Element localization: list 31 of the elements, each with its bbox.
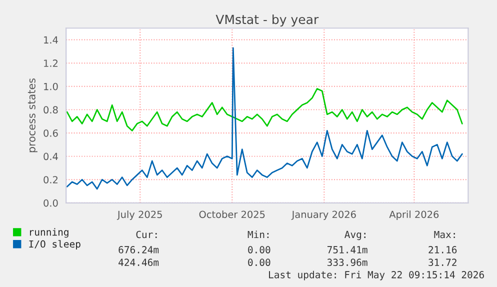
line-series <box>66 88 463 132</box>
text: 333.96m <box>327 258 368 266</box>
text: 0.00 <box>248 258 270 266</box>
legend-label: running <box>30 228 68 238</box>
text: 0.00 <box>248 246 270 254</box>
text: Last update: Fri May 22 09:15:14 2026 <box>269 270 484 280</box>
y-tick-label: 0.4 <box>44 152 58 160</box>
text: Max: <box>434 230 455 238</box>
text: Min: <box>248 230 269 238</box>
text: 424.46m <box>118 258 159 266</box>
text: 31.72 <box>428 258 456 266</box>
x-tick-label: April 2026 <box>389 210 439 220</box>
text: 676.24m <box>118 246 159 254</box>
y-tick-label: 0.6 <box>44 129 58 137</box>
y-tick-label: 0.2 <box>44 176 58 184</box>
y-tick-label: 1.2 <box>44 60 58 67</box>
y-tick-label: 0.0 <box>44 199 58 207</box>
line-series <box>66 47 463 190</box>
text: Avg: <box>344 230 366 240</box>
x-tick-label: October 2025 <box>199 210 265 218</box>
x-tick-label: July 2025 <box>116 210 162 220</box>
y-tick-label: 1.0 <box>44 82 58 90</box>
text: 751.41m <box>327 246 368 254</box>
x-tick-label: January 2026 <box>291 210 356 220</box>
y-axis-title: process states <box>28 78 38 152</box>
text: Cur: <box>136 230 157 238</box>
legend-label: I/O sleep <box>29 240 80 250</box>
y-tick-label: 0.8 <box>44 106 58 114</box>
chart-title: VMstat - by year <box>216 14 319 27</box>
y-tick-label: 1.4 <box>44 36 58 44</box>
text: 21.16 <box>428 246 457 254</box>
